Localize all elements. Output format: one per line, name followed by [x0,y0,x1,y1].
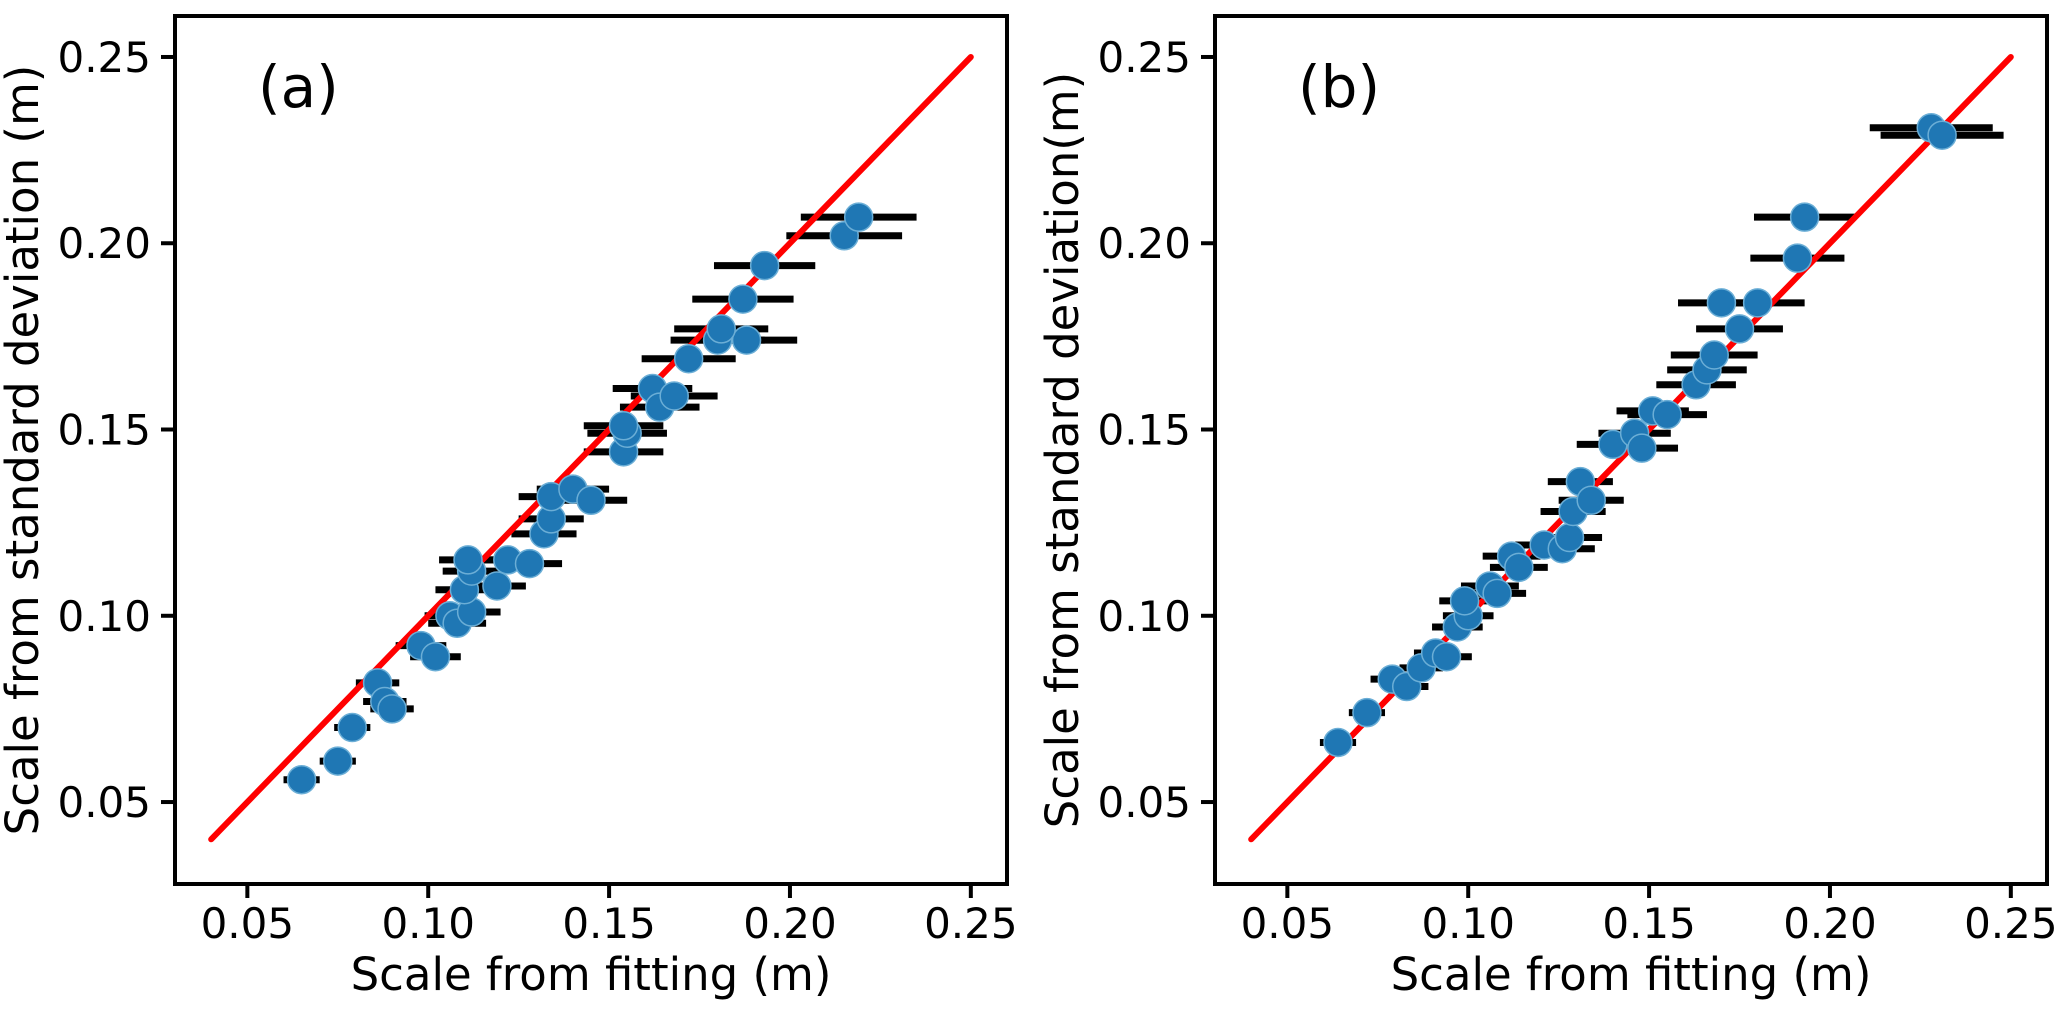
data-point [1554,522,1585,553]
data-point [1742,288,1773,318]
identity-line [208,53,974,843]
panel-label: (b) [1298,53,1380,121]
y-tick-label: 0.15 [57,406,151,455]
x-tick-label: 0.15 [1602,899,1696,948]
y-tick-label: 0.10 [1097,592,1191,641]
y-tick-label: 0.05 [57,778,151,827]
data-point [1652,399,1682,430]
x-tick-label: 0.25 [924,899,1018,948]
y-tick-label: 0.15 [1097,406,1191,455]
data-point [1482,578,1512,609]
data-point [286,764,317,795]
data-point [673,343,704,374]
data-point [706,314,736,344]
x-tick-label: 0.10 [1421,899,1515,948]
data-point [377,694,407,724]
x-tick-label: 0.25 [1964,899,2058,948]
data-point [749,250,780,281]
x-tick-label: 0.05 [201,899,295,948]
panel-b: 0.05 0.10 0.15 0.20 0.25 0.05 0.10 0.15 0.20 0.25… [1036,14,2058,1001]
x-tick-label: 0.20 [743,899,837,948]
x-tick-label: 0.15 [562,899,656,948]
data-point [323,746,353,776]
data-point [1706,288,1737,318]
data-point [659,381,689,411]
data-point [1789,202,1820,232]
data-point [453,545,483,575]
data-point [1504,552,1534,583]
panel-a: 0.05 0.10 0.15 0.20 0.25 0.05 0.10 0.15 0.20 0.25… [0,14,1018,1001]
y-tick-label: 0.25 [1097,33,1191,82]
data-point [1724,314,1755,344]
data-point [576,485,606,516]
y-axis-label: Scale from standard deviation(m) [1036,72,1089,828]
data-point [843,202,874,232]
axes-border [173,14,1009,886]
data-point [1431,642,1462,672]
data-point [728,284,758,314]
x-axis-label: Scale from fitting (m) [1391,948,1872,1001]
data-point [1352,697,1382,728]
data-point [731,325,762,355]
data-point [1782,243,1813,273]
data-point [1927,120,1957,150]
data-point [608,411,639,441]
data-point [1627,433,1657,463]
data-point [1576,485,1606,516]
data-point [1323,727,1353,758]
x-tick-label: 0.20 [1783,899,1877,948]
y-tick-label: 0.20 [1097,219,1191,268]
data-point [420,642,451,672]
data-point [1449,586,1480,616]
data-point [1699,340,1729,370]
data-point [514,548,545,579]
y-tick-label: 0.25 [57,33,151,82]
x-axis-label: Scale from fitting (m) [351,948,832,1001]
y-tick-label: 0.20 [57,219,151,268]
y-tick-label: 0.10 [57,592,151,641]
x-tick-label: 0.10 [381,899,475,948]
x-tick-label: 0.05 [1241,899,1335,948]
y-axis-label: Scale from standard deviation (m) [0,65,49,836]
axes-border [1213,14,2049,886]
data-point [337,712,368,743]
data-point [482,571,512,601]
panel-label: (a) [258,53,339,121]
y-tick-label: 0.05 [1097,778,1191,827]
